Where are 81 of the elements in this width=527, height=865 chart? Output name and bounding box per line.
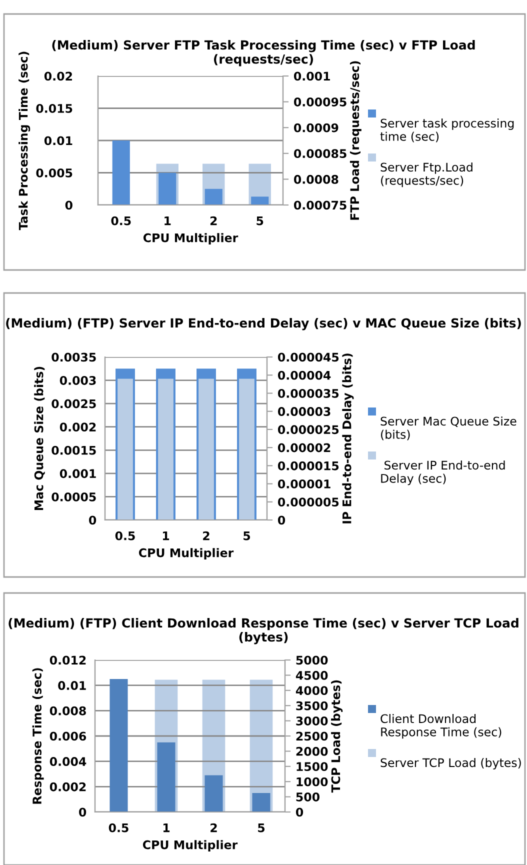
y-tick-label: 0.0035 bbox=[52, 352, 96, 362]
x-tick-label: 2 bbox=[210, 823, 217, 832]
y-axis-title: Mac Queue Size (bits) bbox=[34, 366, 45, 510]
x-tick-label: 2 bbox=[210, 216, 217, 226]
bar bbox=[204, 775, 223, 812]
x-axis-title: CPU Multiplier bbox=[142, 840, 238, 852]
x-tick-label: 1 bbox=[163, 823, 170, 832]
chart-title: (Medium) (FTP) Server IP End-to-end Delay (sec) v MAC Queue Size (bits) bbox=[6, 318, 521, 330]
y2-tick-label: 0.0009 bbox=[294, 123, 338, 132]
y-tick-label: 0.01 bbox=[44, 136, 72, 146]
y2-axis-title: FTP Load (requests/sec) bbox=[350, 61, 362, 220]
y2-tick-label: 1500 bbox=[296, 762, 328, 772]
y-tick-label: 0.0005 bbox=[52, 492, 96, 502]
y-tick-label: 0.0025 bbox=[52, 399, 96, 408]
y-axis-title: Response Time (sec) bbox=[32, 668, 44, 804]
y2-tick-label: 0.00085 bbox=[294, 149, 346, 158]
bar bbox=[251, 196, 269, 205]
legend-label: Server TCP Load (bytes) bbox=[380, 758, 521, 770]
y-tick-label: 0.008 bbox=[50, 706, 86, 716]
y-tick-label: 0.0015 bbox=[52, 446, 96, 455]
x-axis-title: CPU Multiplier bbox=[138, 548, 234, 560]
y2-tick-label: 0.00002 bbox=[278, 443, 330, 452]
x-tick-label: 2 bbox=[203, 531, 210, 540]
y2-tick-label: 0.000015 bbox=[278, 461, 339, 470]
legend-label: Server task processing time (sec) bbox=[380, 118, 514, 142]
y2-tick-label: 0.000035 bbox=[278, 388, 339, 398]
chart-title: (Medium) (FTP) Client Download Response Time (sec) v Server TCP Load (bytes) bbox=[8, 618, 518, 644]
y2-tick-label: 0.000045 bbox=[278, 352, 339, 362]
y-tick-label: 0.01 bbox=[58, 681, 86, 690]
y-tick-label: 0.012 bbox=[50, 656, 86, 665]
x-tick-label: 1 bbox=[162, 531, 170, 540]
y2-tick-label: 3500 bbox=[296, 701, 328, 710]
y2-tick-label: 0.00001 bbox=[278, 480, 330, 488]
y-tick-label: 0.003 bbox=[60, 376, 96, 385]
bar bbox=[110, 679, 128, 812]
y-tick-label: 0 bbox=[89, 516, 96, 525]
y2-tick-label: 5000 bbox=[296, 656, 328, 665]
y-tick-label: 0.001 bbox=[60, 469, 96, 478]
x-tick-label: 0.5 bbox=[108, 823, 128, 832]
x-tick-label: 5 bbox=[258, 823, 265, 832]
bar bbox=[112, 140, 130, 205]
x-tick-label: 0.5 bbox=[115, 531, 135, 540]
y2-tick-label: 2500 bbox=[296, 732, 328, 741]
y-tick-label: 0.002 bbox=[50, 782, 86, 792]
y2-tick-label: 0 bbox=[278, 516, 286, 525]
bar bbox=[252, 793, 270, 812]
y2-tick-label: 500 bbox=[296, 792, 320, 802]
y-tick-label: 0.005 bbox=[36, 168, 72, 178]
y2-tick-label: 0 bbox=[296, 808, 304, 817]
y2-tick-label: 2000 bbox=[296, 746, 328, 756]
y2-tick-label: 3000 bbox=[296, 716, 328, 726]
y-axis-title: Task Processing Time (sec) bbox=[18, 52, 30, 230]
y-tick-label: 0.006 bbox=[50, 732, 86, 741]
x-tick-label: 0.5 bbox=[111, 216, 131, 226]
y-tick-label: 0 bbox=[79, 808, 86, 817]
x-axis-title: CPU Multiplier bbox=[143, 233, 238, 245]
y2-tick-label: 0.0008 bbox=[294, 174, 338, 184]
x-tick-label: 1 bbox=[164, 216, 171, 226]
legend-label: Server Mac Queue Size (bits) bbox=[380, 416, 516, 440]
y2-tick-label: 0.000025 bbox=[278, 425, 339, 434]
y2-tick-label: 0.000005 bbox=[278, 498, 339, 507]
y2-tick-label: 0.00004 bbox=[278, 370, 331, 380]
y2-axis-title: TCP Load (bytes) bbox=[331, 680, 343, 793]
y2-tick-label: 0.00003 bbox=[278, 407, 330, 416]
y2-tick-label: 0.00075 bbox=[294, 200, 346, 210]
y-tick-label: 0.02 bbox=[44, 72, 72, 81]
y-tick-label: 0.004 bbox=[50, 757, 86, 766]
legend-label: Server IP End-to-end Delay (sec) bbox=[381, 460, 505, 486]
y2-axis-title: IP End-to-end Delay (bits) bbox=[342, 354, 354, 524]
y-tick-label: 0.015 bbox=[36, 104, 72, 113]
x-tick-label: 5 bbox=[256, 216, 264, 226]
y2-tick-label: 1000 bbox=[296, 777, 328, 786]
y2-tick-label: 4000 bbox=[296, 686, 328, 696]
legend-label: Client Download Response Time (sec) bbox=[380, 714, 502, 739]
legend-label: Server Ftp.Load (requests/sec) bbox=[380, 162, 472, 188]
x-tick-label: 5 bbox=[244, 531, 250, 540]
y2-tick-label: 4500 bbox=[296, 670, 328, 680]
y2-tick-label: 0.00095 bbox=[294, 98, 346, 106]
y2-tick-label: 0.001 bbox=[294, 72, 330, 81]
y-tick-label: 0.002 bbox=[60, 422, 96, 432]
y-tick-label: 0 bbox=[65, 200, 72, 210]
